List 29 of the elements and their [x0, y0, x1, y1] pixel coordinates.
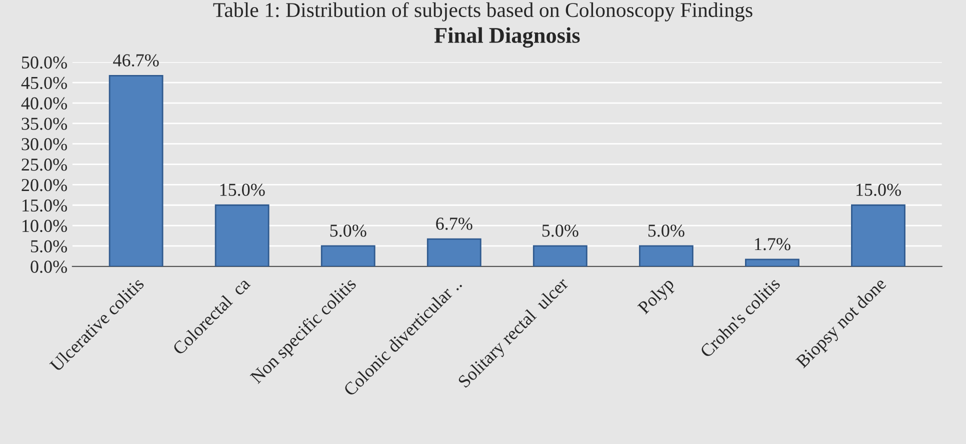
- y-tick-label: 35.0%: [22, 118, 67, 130]
- data-label: 15.0%: [856, 184, 901, 196]
- y-tick-label: 40.0%: [21, 97, 67, 110]
- y-tick-label: 30.0%: [22, 138, 67, 150]
- bar: [745, 258, 800, 266]
- bar: [426, 238, 482, 266]
- y-tick-label: 0.0%: [30, 260, 67, 273]
- bar: [214, 204, 270, 266]
- y-tick-label: 50.0%: [22, 56, 67, 69]
- caption: Table 1: Distribution of subjects based on Colonoscopy Findings: [213, 2, 752, 22]
- bar: [638, 245, 694, 266]
- bar: [320, 245, 376, 266]
- chart-title: Final Diagnosis: [434, 27, 580, 48]
- data-label: 5.0%: [542, 224, 578, 237]
- y-tick-label: 25.0%: [22, 158, 67, 171]
- data-label: 6.7%: [436, 218, 472, 230]
- y-tick-label: 5.0%: [31, 240, 67, 252]
- bar: [108, 74, 164, 266]
- bar: [532, 245, 588, 266]
- bar: [851, 204, 906, 266]
- y-tick-label: 15.0%: [22, 199, 67, 212]
- data-label: 15.0%: [220, 184, 265, 196]
- data-label: 5.0%: [648, 224, 684, 237]
- y-tick-label: 10.0%: [22, 220, 67, 232]
- data-label: 5.0%: [330, 224, 366, 237]
- data-label: 46.7%: [113, 54, 159, 66]
- y-tick-label: 45.0%: [21, 76, 67, 90]
- data-label: 1.7%: [754, 238, 790, 250]
- y-tick-label: 20.0%: [22, 178, 67, 192]
